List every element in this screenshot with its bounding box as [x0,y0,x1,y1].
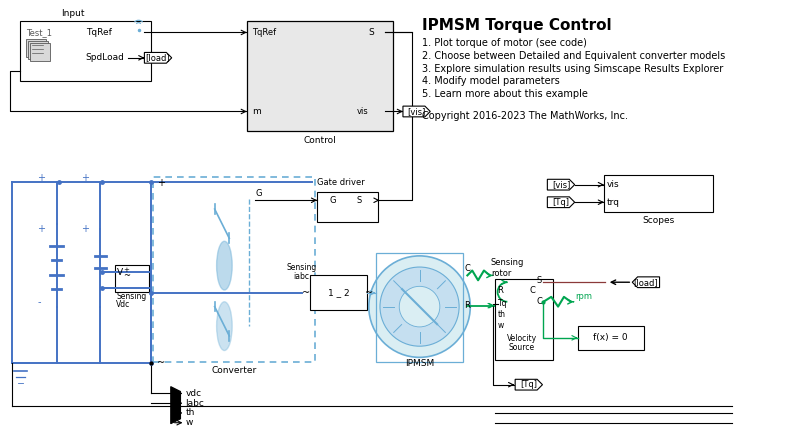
Text: Input: Input [62,10,85,19]
Ellipse shape [217,302,233,350]
Text: IPMSM Torque Control: IPMSM Torque Control [423,18,612,33]
Text: iabc: iabc [293,272,309,281]
Text: G: G [256,189,262,198]
Text: 1 _ 2: 1 _ 2 [328,289,349,298]
Text: trq: trq [607,198,620,207]
Text: vis: vis [357,107,369,116]
Bar [247,21,393,131]
Text: th: th [185,409,195,417]
Text: +: + [157,178,165,188]
Text: Sensing: Sensing [116,292,146,302]
Text: S: S [356,196,361,205]
Text: Sensing: Sensing [286,263,316,272]
Text: ~: ~ [123,271,130,280]
Text: TqRef: TqRef [85,28,112,37]
Text: [Tq]: [Tq] [553,198,570,207]
Text: Control: Control [304,136,336,145]
Text: ~: ~ [157,358,165,368]
Text: C: C [464,264,471,273]
Text: Velocity: Velocity [507,334,537,343]
Text: [load]: [load] [145,53,170,62]
Text: IPMSM: IPMSM [405,359,434,368]
Text: rotor: rotor [491,269,511,278]
Text: 2. Choose between Detailed and Equivalent converter models: 2. Choose between Detailed and Equivalen… [423,51,725,61]
Text: vis: vis [607,180,619,189]
Text: [vis]: [vis] [552,180,570,189]
Text: +: + [81,173,89,183]
Bar [376,253,463,362]
Text: +: + [37,173,45,183]
Circle shape [380,267,459,346]
Text: R: R [464,301,471,310]
Circle shape [400,286,439,327]
Polygon shape [403,106,431,117]
Bar [495,280,553,360]
Text: Tq: Tq [498,299,507,308]
Circle shape [369,256,471,357]
Text: th: th [498,310,506,319]
Bar [19,21,151,81]
Text: S: S [537,276,542,285]
Polygon shape [145,52,172,63]
Polygon shape [171,387,181,424]
Text: ~: ~ [365,288,373,298]
Bar [578,326,644,349]
Text: Source: Source [509,343,535,352]
Text: Iabc: Iabc [185,399,205,408]
Ellipse shape [217,241,233,290]
Text: Scopes: Scopes [642,216,674,225]
Text: w: w [498,321,504,330]
Bar [317,193,378,222]
Bar [26,39,46,57]
Text: rpm: rpm [575,292,593,302]
Text: m: m [252,107,260,116]
Text: V: V [117,268,123,277]
Text: w: w [185,418,193,427]
Bar [115,265,149,292]
Polygon shape [632,277,659,288]
Text: Copyright 2016-2023 The MathWorks, Inc.: Copyright 2016-2023 The MathWorks, Inc. [423,111,629,121]
Text: 1. Plot torque of motor (see code): 1. Plot torque of motor (see code) [423,38,587,48]
Text: Test_1: Test_1 [26,28,53,37]
Text: S: S [369,28,375,37]
Text: [load]: [load] [634,278,658,287]
Text: [vis]: [vis] [407,107,426,116]
Bar [153,177,315,362]
Text: TqRef: TqRef [252,28,276,37]
Text: ~: ~ [303,288,311,298]
Text: vdc: vdc [185,389,201,398]
Text: Converter: Converter [212,365,256,375]
Bar [310,275,367,310]
Text: 3. Explore simulation results using Simscape Results Explorer: 3. Explore simulation results using Sims… [423,64,724,73]
Text: 4. Modify model parameters: 4. Modify model parameters [423,76,560,86]
Polygon shape [547,179,574,190]
Polygon shape [547,197,574,208]
Text: [Tq]: [Tq] [520,380,537,389]
Bar [604,175,714,212]
Polygon shape [515,379,543,390]
Text: Gate driver: Gate driver [317,178,365,187]
Text: 5. Learn more about this example: 5. Learn more about this example [423,89,588,99]
Text: +: + [123,267,129,273]
Text: Sensing: Sensing [491,258,524,267]
Text: G: G [330,196,336,205]
Text: SpdLoad: SpdLoad [85,53,125,62]
Text: Vdc: Vdc [116,300,130,309]
Text: +: + [37,224,45,234]
Text: +: + [81,224,89,234]
Text: R: R [498,286,503,295]
Text: f(x) = 0: f(x) = 0 [594,334,628,342]
Text: C: C [537,297,543,306]
Bar [30,43,50,61]
Text: -: - [37,297,41,307]
Bar [28,41,48,59]
Text: C: C [530,286,535,295]
